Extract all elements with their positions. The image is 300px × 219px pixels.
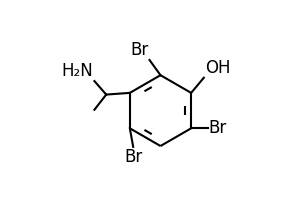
Text: Br: Br	[124, 148, 142, 166]
Text: Br: Br	[209, 119, 227, 137]
Text: OH: OH	[205, 59, 230, 77]
Text: Br: Br	[130, 41, 149, 59]
Text: H₂N: H₂N	[61, 62, 93, 80]
